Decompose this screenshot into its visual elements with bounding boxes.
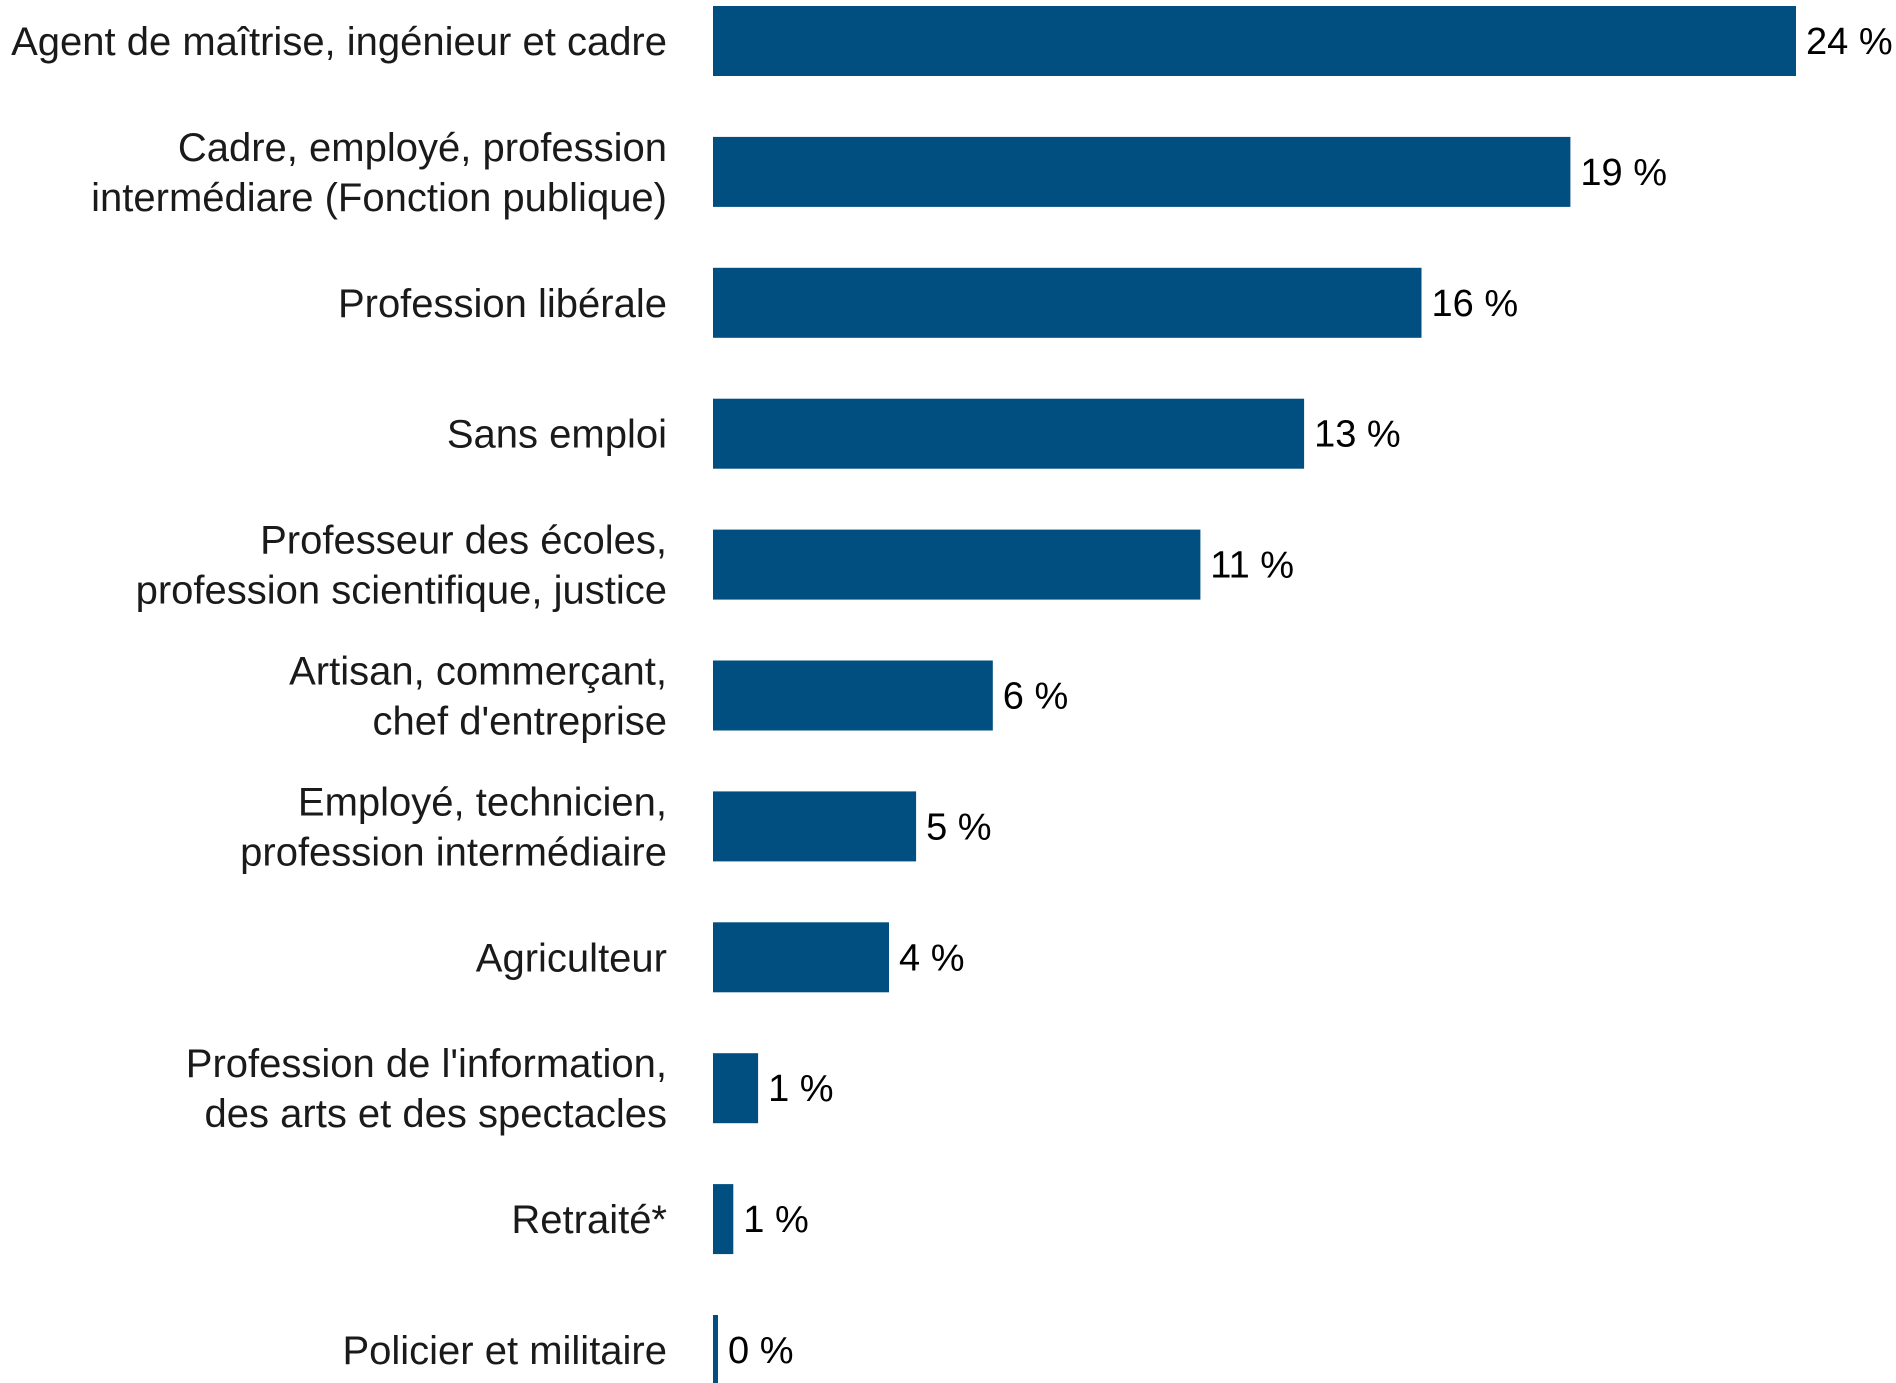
category-label-line: des arts et des spectacles [205, 1092, 667, 1136]
bar-8 [713, 1053, 759, 1124]
value-label-2: 16 % [1432, 283, 1519, 325]
bar-6 [713, 791, 917, 862]
category-label-line: Cadre, employé, profession [178, 126, 667, 170]
category-label-line: profession scientifique, justice [136, 569, 667, 613]
category-label-10: Policier et militaire [342, 1329, 667, 1373]
category-label-line: Sans emploi [447, 413, 667, 457]
bar-3 [713, 398, 1305, 469]
category-label-line: Policier et militaire [342, 1329, 667, 1373]
value-label-5: 6 % [1003, 676, 1068, 718]
category-label-5: Artisan, commerçant, chef d'entreprise [289, 650, 667, 744]
category-label-line: chef d'entreprise [373, 700, 667, 744]
category-label-7: Agriculteur [476, 936, 667, 980]
bar-9 [713, 1184, 734, 1255]
value-labels-group: 24 % 19 % 16 % 13 % 11 % 6 % 5 % 4 % 1 % 1 % 0 % [728, 21, 1893, 1372]
category-label-line: Employé, technicien, [298, 780, 667, 824]
value-label-3: 13 % [1314, 414, 1401, 456]
value-label-8: 1 % [768, 1068, 833, 1110]
bar-10 [713, 1315, 718, 1383]
value-label-10: 0 % [728, 1330, 793, 1372]
category-label-line: Profession de l'information, [186, 1042, 667, 1086]
category-label-line: Agent de maîtrise, ingénieur et cadre [11, 20, 667, 64]
value-label-1: 19 % [1580, 152, 1667, 194]
category-labels-group: Agent de maîtrise, ingénieur et cadre Cad… [11, 20, 667, 1373]
value-label-7: 4 % [899, 937, 964, 979]
category-label-line: Artisan, commerçant, [289, 650, 667, 694]
bar-4 [713, 529, 1201, 600]
bar-0 [713, 6, 1796, 76]
category-label-1: Cadre, employé, profession intermédiare (… [91, 126, 667, 220]
bars-group [713, 6, 1796, 1383]
category-label-0: Agent de maîtrise, ingénieur et cadre [11, 20, 667, 64]
category-label-line: Agriculteur [476, 936, 667, 980]
bar-1 [713, 136, 1571, 207]
value-label-6: 5 % [926, 806, 991, 848]
category-label-4: Professeur des écoles, profession scienti… [136, 519, 667, 613]
category-label-line: Profession libérale [338, 282, 667, 326]
category-label-line: intermédiare (Fonction publique) [91, 176, 667, 220]
category-label-2: Profession libérale [338, 282, 667, 326]
category-label-line: Retraité* [511, 1198, 667, 1242]
bar-2 [713, 267, 1422, 338]
bar-7 [713, 922, 889, 993]
value-label-4: 11 % [1210, 545, 1294, 587]
value-label-0: 24 % [1806, 21, 1893, 63]
category-label-9: Retraité* [511, 1198, 667, 1242]
category-label-line: profession intermédiaire [240, 830, 667, 874]
category-label-line: Professeur des écoles, [260, 519, 667, 563]
category-label-3: Sans emploi [447, 413, 667, 457]
category-label-8: Profession de l'information, des arts et … [186, 1042, 667, 1136]
value-label-9: 1 % [743, 1199, 808, 1241]
category-label-6: Employé, technicien, profession intermédi… [240, 780, 667, 874]
bar-5 [713, 660, 993, 731]
